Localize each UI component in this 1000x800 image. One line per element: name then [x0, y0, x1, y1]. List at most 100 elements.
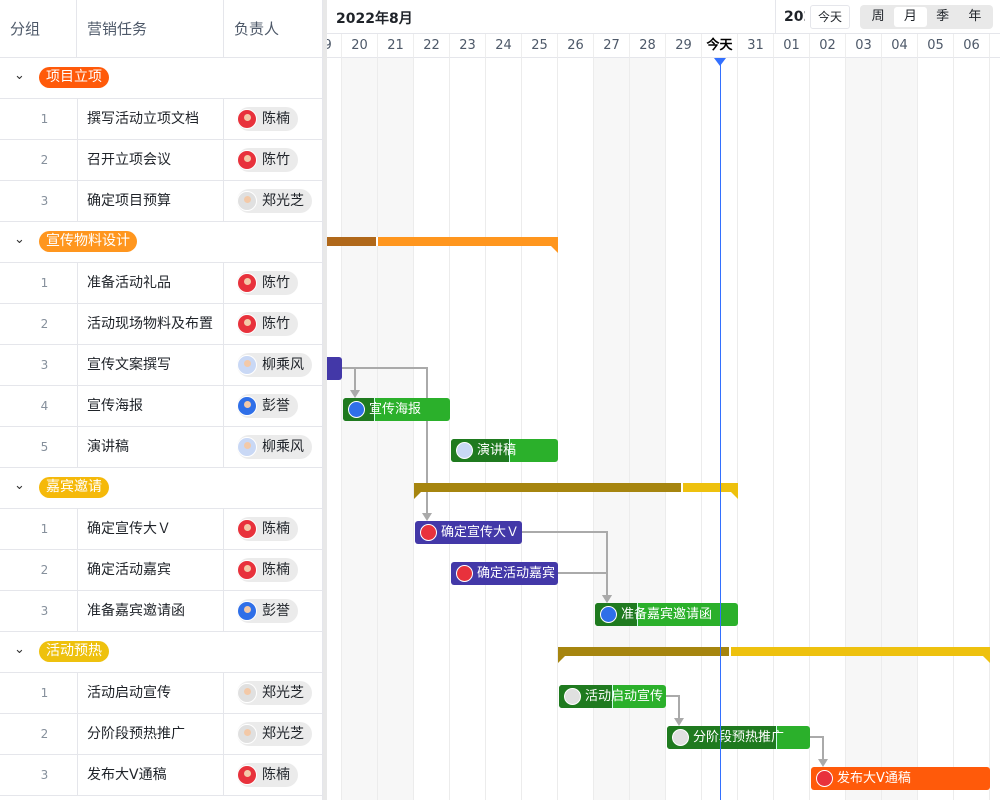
owner-chip[interactable]: 陈楠 [237, 107, 298, 131]
group-row[interactable]: ⌄ 嘉宾邀请 [0, 468, 323, 509]
today-button[interactable]: 今天 [810, 5, 850, 29]
task-row[interactable]: 3 准备嘉宾邀请函 彭誉 [0, 591, 323, 632]
task-row[interactable]: 2 召开立项会议 陈竹 [0, 140, 323, 181]
avatar [237, 724, 257, 744]
chevron-down-icon[interactable]: ⌄ [14, 232, 25, 247]
task-name[interactable]: 确定项目预算 [77, 181, 224, 221]
task-row[interactable]: 4 宣传海报 彭誉 [0, 386, 323, 427]
avatar [348, 401, 365, 418]
owner-chip[interactable]: 柳乘风 [237, 435, 312, 459]
owner-chip[interactable]: 郑光芝 [237, 722, 312, 746]
group-row[interactable]: ⌄ 宣传物料设计 [0, 222, 323, 263]
task-row[interactable]: 2 确定活动嘉宾 陈楠 [0, 550, 323, 591]
day-column [486, 58, 522, 800]
task-name[interactable]: 确定活动嘉宾 [77, 550, 224, 590]
owner-name: 郑光芝 [262, 685, 304, 701]
task-bar-label: 演讲稿 [477, 443, 517, 458]
owner-chip[interactable]: 陈楠 [237, 517, 298, 541]
dependency-line [342, 367, 356, 392]
day-column [918, 58, 954, 800]
day-header: 01 [774, 34, 810, 58]
task-number: 5 [40, 440, 49, 454]
task-bar[interactable]: 确定宣传大Ｖ [415, 521, 522, 544]
group-summary-bar[interactable] [414, 483, 738, 499]
task-bar[interactable]: 分阶段预热推广 [667, 726, 810, 749]
day-header: 24 [486, 34, 522, 58]
owner-chip[interactable]: 陈楠 [237, 763, 298, 787]
owner-chip[interactable]: 陈竹 [237, 271, 298, 295]
task-bar[interactable]: 演讲稿 [451, 439, 558, 462]
chevron-down-icon[interactable]: ⌄ [14, 478, 25, 493]
task-name[interactable]: 分阶段预热推广 [77, 714, 224, 754]
task-name[interactable]: 活动启动宣传 [77, 673, 224, 713]
view-week[interactable]: 周 [871, 9, 885, 24]
task-bar[interactable]: 确定活动嘉宾 [451, 562, 558, 585]
owner-chip[interactable]: 郑光芝 [237, 681, 312, 705]
owner-cell: 陈竹 [224, 263, 323, 303]
owner-cell: 陈竹 [224, 304, 323, 344]
task-bar[interactable]: 活动启动宣传 [559, 685, 666, 708]
task-name[interactable]: 准备活动礼品 [77, 263, 224, 303]
today-line [720, 58, 721, 800]
task-bar[interactable]: 宣传海报 [343, 398, 450, 421]
owner-chip[interactable]: 彭誉 [237, 599, 298, 623]
owner-chip[interactable]: 郑光芝 [237, 189, 312, 213]
header-group[interactable]: 分组 [0, 0, 77, 58]
day-column [846, 58, 882, 800]
day-column [327, 58, 342, 800]
group-summary-bar[interactable] [327, 237, 558, 253]
group-row[interactable]: ⌄ 项目立项 [0, 58, 323, 99]
task-name[interactable]: 准备嘉宾邀请函 [77, 591, 224, 631]
group-summary-bar[interactable] [558, 647, 990, 663]
avatar [237, 765, 257, 785]
view-year[interactable]: 年 [968, 9, 982, 24]
task-name[interactable]: 宣传海报 [77, 386, 224, 426]
chevron-down-icon[interactable]: ⌄ [14, 68, 25, 83]
owner-chip[interactable]: 陈楠 [237, 558, 298, 582]
task-row[interactable]: 3 发布大V通稿 陈楠 [0, 755, 323, 796]
avatar [816, 770, 833, 787]
task-name[interactable]: 发布大V通稿 [77, 755, 224, 795]
task-progress [667, 726, 778, 749]
view-month[interactable]: 月 [894, 7, 927, 27]
task-row[interactable]: 1 撰写活动立项文档 陈楠 [0, 99, 323, 140]
task-row[interactable]: 2 活动现场物料及布置 陈竹 [0, 304, 323, 345]
header-owner[interactable]: 负责人 [224, 0, 323, 58]
chevron-down-icon[interactable]: ⌄ [14, 642, 25, 657]
group-row[interactable]: ⌄ 活动预热 [0, 632, 323, 673]
task-row[interactable]: 1 活动启动宣传 郑光芝 [0, 673, 323, 714]
task-bar-label: 发布大V通稿 [837, 771, 911, 786]
owner-chip[interactable]: 柳乘风 [237, 353, 312, 377]
dependency-line [558, 572, 608, 597]
task-name[interactable]: 宣传文案撰写 [77, 345, 224, 385]
avatar [237, 191, 257, 211]
view-switcher: 周 月 季 年 [860, 5, 993, 29]
task-name[interactable]: 活动现场物料及布置 [77, 304, 224, 344]
task-row[interactable]: 1 准备活动礼品 陈竹 [0, 263, 323, 304]
task-row[interactable]: 2 分阶段预热推广 郑光芝 [0, 714, 323, 755]
owner-chip[interactable]: 陈竹 [237, 312, 298, 336]
task-row[interactable]: 5 演讲稿 柳乘风 [0, 427, 323, 468]
owner-chip[interactable]: 陈竹 [237, 148, 298, 172]
task-row[interactable]: 3 确定项目预算 郑光芝 [0, 181, 323, 222]
task-bar[interactable]: 宣传文案撰写 [327, 357, 342, 380]
task-bar[interactable]: 准备嘉宾邀请函 [595, 603, 738, 626]
task-name[interactable]: 撰写活动立项文档 [77, 99, 224, 139]
day-column [774, 58, 810, 800]
task-row[interactable]: 3 宣传文案撰写 柳乘风 [0, 345, 323, 386]
splitter-scrollbar[interactable] [323, 0, 327, 800]
task-number: 2 [40, 317, 49, 331]
owner-chip[interactable]: 彭誉 [237, 394, 298, 418]
avatar [600, 606, 617, 623]
header-task[interactable]: 营销任务 [77, 0, 224, 58]
owner-name: 郑光芝 [262, 726, 304, 742]
view-quarter[interactable]: 季 [936, 9, 950, 24]
day-header: 23 [450, 34, 486, 58]
task-row[interactable]: 1 确定宣传大Ｖ 陈楠 [0, 509, 323, 550]
day-header: 19 [327, 34, 342, 58]
task-bar[interactable]: 发布大V通稿 [811, 767, 990, 790]
task-number: 2 [40, 153, 49, 167]
task-name[interactable]: 演讲稿 [77, 427, 224, 467]
task-name[interactable]: 确定宣传大Ｖ [77, 509, 224, 549]
task-name[interactable]: 召开立项会议 [77, 140, 224, 180]
